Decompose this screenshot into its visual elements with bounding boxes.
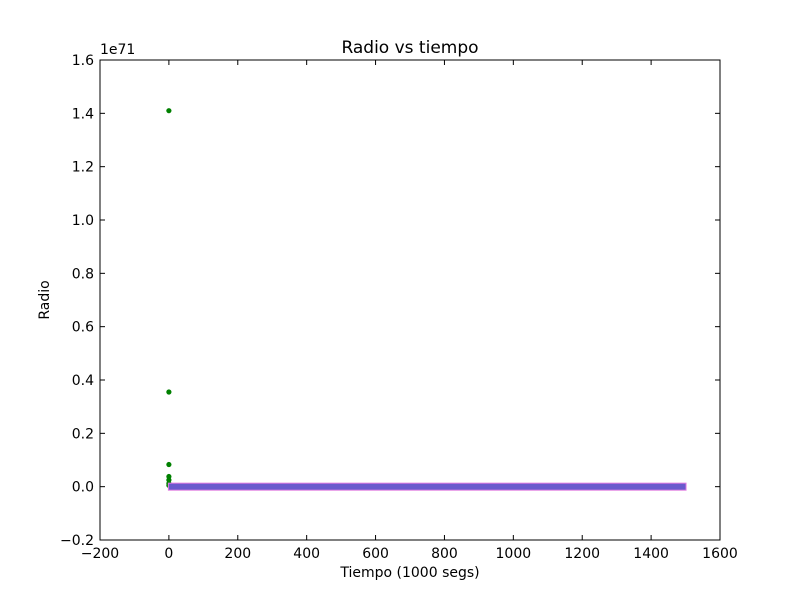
x-tick-label: −200 (81, 546, 119, 562)
x-tick-label: 1000 (496, 546, 532, 562)
y-tick-label: 0.0 (72, 480, 94, 496)
x-tick-label: 400 (293, 546, 320, 562)
x-tick-label: 1600 (702, 546, 738, 562)
chart-title: Radio vs tiempo (341, 38, 478, 58)
y-tick-label: 1.6 (72, 53, 94, 69)
data-point (166, 389, 172, 395)
x-tick-label: 0 (164, 546, 173, 562)
x-tick-label: 200 (224, 546, 251, 562)
y-tick-label: 0.4 (72, 373, 94, 389)
y-axis-label: Radio (37, 280, 53, 319)
y-tick-label: 1.0 (72, 213, 94, 229)
x-tick-label: 600 (362, 546, 389, 562)
plot-area (166, 108, 687, 491)
series-band (168, 483, 686, 490)
y-tick-label: 0.8 (72, 266, 94, 282)
y-tick-label: 0.6 (72, 320, 94, 336)
y-tick-label: −0.2 (60, 533, 94, 549)
x-tick-label: 1400 (633, 546, 669, 562)
y-offset-label: 1e71 (100, 42, 135, 58)
y-tick-label: 1.4 (72, 106, 94, 122)
y-tick-label: 1.2 (72, 160, 94, 176)
x-axis-label: Tiempo (1000 segs) (339, 565, 479, 581)
x-tick-label: 1200 (564, 546, 600, 562)
axis-ticks: −200 0 200 400 600 800 1000 1200 1400 1600 −0.2 0.0… (60, 53, 738, 562)
plot-frame (99, 59, 721, 541)
data-point (166, 461, 172, 468)
y-tick-label: 0.2 (72, 426, 94, 442)
x-tick-label: 800 (431, 546, 458, 562)
data-point (166, 108, 172, 114)
